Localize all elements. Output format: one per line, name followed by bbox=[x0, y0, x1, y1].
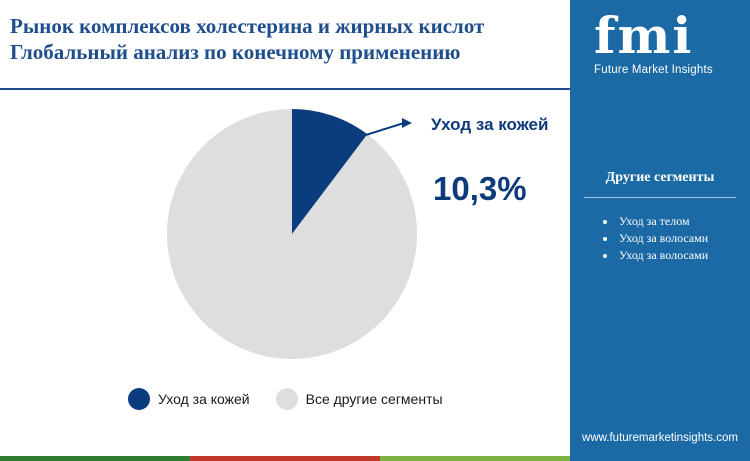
callout-label: Уход за кожей bbox=[431, 115, 549, 134]
website-url[interactable]: www.futuremarketinsights.com bbox=[582, 432, 738, 444]
pie-chart bbox=[167, 109, 417, 359]
bottom-bar-red bbox=[190, 456, 380, 461]
pie-slice-skincare bbox=[292, 109, 368, 234]
legend-swatch-skincare bbox=[128, 388, 150, 410]
legend-label-skincare: Уход за кожей bbox=[158, 391, 250, 407]
bottom-bar-green bbox=[0, 456, 190, 461]
legend-label-other: Все другие сегменты bbox=[305, 391, 443, 407]
pie-slices bbox=[167, 109, 417, 359]
logo-letters: fmi bbox=[594, 6, 694, 65]
callout-value: 10,3% bbox=[433, 170, 527, 207]
title-line-1: Рынок комплексов холестерина и жирных ки… bbox=[10, 14, 485, 38]
page-title: Рынок комплексов холестерина и жирных ки… bbox=[10, 13, 565, 65]
segments-divider bbox=[584, 197, 736, 198]
callout-arrow-head bbox=[402, 118, 412, 128]
bottom-bar-lightgreen bbox=[380, 456, 570, 461]
legend-item-other: Все другие сегменты bbox=[275, 388, 443, 410]
logo-subtitle: Future Market Insights bbox=[594, 64, 713, 76]
segment-item: Уход за волосами bbox=[617, 230, 708, 247]
chart-legend: Уход за кожей Все другие сегменты bbox=[128, 388, 469, 410]
title-divider bbox=[0, 88, 570, 90]
legend-item-skincare: Уход за кожей bbox=[128, 388, 250, 410]
bottom-color-bar bbox=[0, 456, 570, 461]
segments-list: Уход за телом Уход за волосами Уход за в… bbox=[597, 213, 708, 264]
fmi-logo: fmi Future Market Insights bbox=[594, 6, 724, 77]
pie-slice-other bbox=[167, 109, 417, 359]
sidebar: fmi Future Market Insights Другие сегмен… bbox=[570, 0, 750, 461]
other-segments-heading: Другие сегменты bbox=[605, 170, 715, 185]
legend-swatch-other bbox=[275, 388, 298, 410]
segment-item: Уход за телом bbox=[617, 213, 708, 230]
segment-item: Уход за волосами bbox=[617, 247, 708, 264]
title-line-2: Глобальный анализ по конечному применени… bbox=[10, 40, 461, 64]
callout-arrow-line bbox=[358, 122, 405, 139]
